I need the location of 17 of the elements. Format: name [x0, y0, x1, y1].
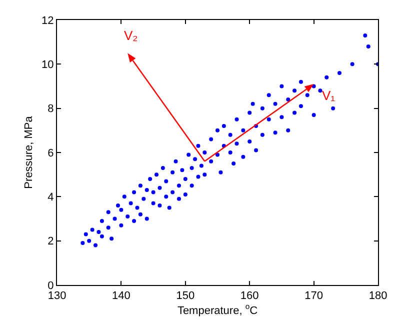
y-tick-label: 2 — [48, 236, 54, 248]
x-tick-label: 160 — [240, 290, 259, 302]
y-tick-label: 10 — [42, 59, 54, 72]
y-tick-label: 8 — [48, 103, 54, 116]
y-axis-title: Pressure, MPa — [23, 115, 36, 189]
y-tick-label: 0 — [48, 280, 54, 292]
annotation: V₂ — [124, 28, 138, 43]
y-tick-label: 12 — [42, 14, 54, 27]
y-tick-label: 6 — [48, 147, 54, 160]
x-tick-label: 170 — [304, 290, 323, 302]
x-axis-title: Temperature, $^{o}$C — [177, 302, 258, 317]
x-tick-label: 180 — [368, 290, 388, 302]
x-tick-label: 150 — [176, 290, 195, 302]
annotation: V₁ — [322, 88, 336, 103]
y-tick-label: 4 — [48, 192, 54, 204]
x-tick-label: 130 — [48, 290, 66, 302]
x-tick-label: 140 — [112, 290, 130, 302]
